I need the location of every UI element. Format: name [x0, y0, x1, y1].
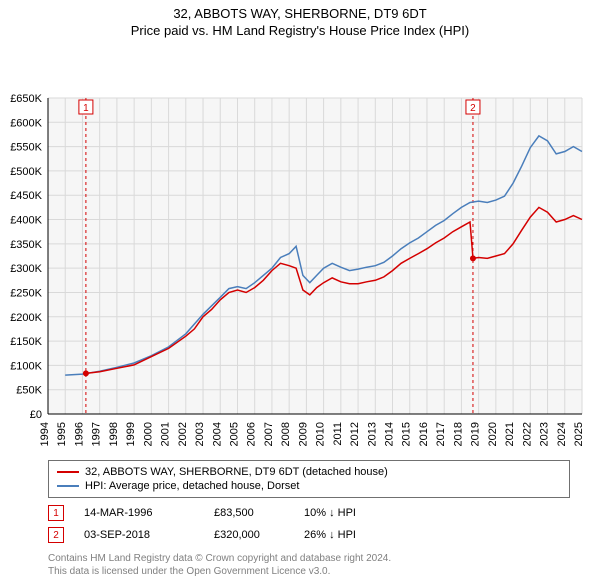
line-chart: £0 £50K £100K £150K £200K £250K £300K £350K £400… [0, 44, 600, 454]
svg-text:£400K: £400K [10, 215, 42, 227]
legend-item: 32, ABBOTS WAY, SHERBORNE, DT9 6DT (deta… [57, 465, 561, 479]
legend-swatch [57, 485, 79, 487]
marker-price: £83,500 [214, 507, 284, 519]
footnote: Contains HM Land Registry data © Crown c… [48, 552, 570, 578]
marker-badge: 1 [48, 505, 64, 521]
svg-text:1996: 1996 [73, 422, 85, 446]
marker-date: 14-MAR-1996 [84, 507, 194, 519]
legend-swatch [57, 471, 79, 473]
svg-text:2011: 2011 [332, 422, 344, 446]
svg-text:£450K: £450K [10, 190, 42, 202]
svg-text:2015: 2015 [401, 422, 413, 446]
footnote-line: This data is licensed under the Open Gov… [48, 565, 570, 578]
svg-text:£200K: £200K [10, 312, 42, 324]
svg-text:2025: 2025 [573, 422, 585, 446]
svg-text:2007: 2007 [263, 422, 275, 446]
svg-text:£100K: £100K [10, 360, 42, 372]
svg-text:2024: 2024 [556, 422, 568, 446]
svg-text:2009: 2009 [297, 422, 309, 446]
marker-badge: 2 [48, 527, 64, 543]
marker-table: 1 14-MAR-1996 £83,500 10% ↓ HPI 2 03-SEP-2018… [48, 502, 570, 546]
marker-date: 03-SEP-2018 [84, 529, 194, 541]
svg-text:2014: 2014 [384, 422, 396, 446]
svg-text:£550K: £550K [10, 142, 42, 154]
svg-text:1999: 1999 [125, 422, 137, 446]
svg-text:2003: 2003 [194, 422, 206, 446]
down-arrow-icon: ↓ [329, 507, 335, 519]
svg-text:£650K: £650K [10, 93, 42, 105]
svg-text:2020: 2020 [487, 422, 499, 446]
legend-label: 32, ABBOTS WAY, SHERBORNE, DT9 6DT (deta… [85, 466, 388, 478]
svg-text:2018: 2018 [452, 422, 464, 446]
svg-text:2023: 2023 [539, 422, 551, 446]
svg-text:2: 2 [470, 103, 476, 114]
svg-text:2002: 2002 [177, 422, 189, 446]
svg-text:£50K: £50K [16, 385, 42, 397]
marker-row: 1 14-MAR-1996 £83,500 10% ↓ HPI [48, 502, 570, 524]
svg-text:2016: 2016 [418, 422, 430, 446]
svg-text:2006: 2006 [246, 422, 258, 446]
svg-text:1997: 1997 [91, 422, 103, 446]
marker-pct: 26% ↓ HPI [304, 529, 404, 541]
svg-text:2005: 2005 [228, 422, 240, 446]
svg-text:2012: 2012 [349, 422, 361, 446]
svg-text:£350K: £350K [10, 239, 42, 251]
svg-text:2013: 2013 [366, 422, 378, 446]
svg-text:£150K: £150K [10, 336, 42, 348]
svg-text:£250K: £250K [10, 287, 42, 299]
marker-pct: 10% ↓ HPI [304, 507, 404, 519]
svg-text:£0: £0 [30, 409, 42, 421]
svg-text:2004: 2004 [211, 422, 223, 446]
page-subtitle: Price paid vs. HM Land Registry's House … [0, 21, 600, 44]
svg-text:£500K: £500K [10, 166, 42, 178]
svg-text:2019: 2019 [470, 422, 482, 446]
svg-text:1998: 1998 [108, 422, 120, 446]
svg-text:2022: 2022 [521, 422, 533, 446]
svg-text:£300K: £300K [10, 263, 42, 275]
chart-container: £0 £50K £100K £150K £200K £250K £300K £350K £400… [0, 44, 600, 454]
svg-text:2008: 2008 [280, 422, 292, 446]
svg-text:1: 1 [83, 103, 89, 114]
svg-text:2000: 2000 [142, 422, 154, 446]
legend: 32, ABBOTS WAY, SHERBORNE, DT9 6DT (deta… [48, 460, 570, 498]
down-arrow-icon: ↓ [329, 529, 335, 541]
svg-text:2017: 2017 [435, 422, 447, 446]
svg-text:2021: 2021 [504, 422, 516, 446]
marker-row: 2 03-SEP-2018 £320,000 26% ↓ HPI [48, 524, 570, 546]
marker-price: £320,000 [214, 529, 284, 541]
svg-text:1995: 1995 [56, 422, 68, 446]
legend-label: HPI: Average price, detached house, Dors… [85, 480, 299, 492]
svg-text:1994: 1994 [39, 422, 51, 446]
svg-text:£600K: £600K [10, 117, 42, 129]
footnote-line: Contains HM Land Registry data © Crown c… [48, 552, 570, 565]
svg-text:2010: 2010 [315, 422, 327, 446]
legend-item: HPI: Average price, detached house, Dors… [57, 479, 561, 493]
svg-text:2001: 2001 [160, 422, 172, 446]
page-title: 32, ABBOTS WAY, SHERBORNE, DT9 6DT [0, 0, 600, 21]
